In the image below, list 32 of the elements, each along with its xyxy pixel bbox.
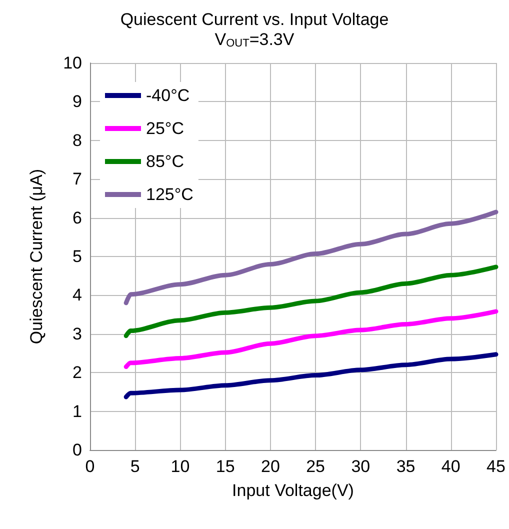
- x-tick-label: 45: [486, 457, 506, 476]
- y-tick-label: 8: [72, 130, 82, 150]
- x-tick-label: 5: [130, 457, 140, 476]
- legend-label: 25°C: [146, 119, 184, 138]
- x-tick-label: 40: [441, 457, 460, 476]
- y-axis-title: Quiescent Current (μA): [27, 168, 46, 344]
- y-tick-label: 0: [72, 440, 82, 460]
- x-tick-label: 35: [396, 457, 416, 476]
- y-tick-label: 7: [72, 170, 82, 189]
- x-tick-label: 0: [85, 457, 95, 476]
- x-tick-label: 10: [170, 457, 190, 476]
- y-tick-label: 3: [72, 324, 82, 344]
- chart-title: Quiescent Current vs. Input Voltage: [120, 10, 389, 29]
- x-tick-label: 30: [351, 457, 370, 476]
- x-tick-label: 25: [306, 457, 326, 476]
- x-axis-title: Input Voltage(V): [232, 481, 354, 500]
- y-tick-label: 9: [72, 92, 82, 112]
- line-series: [124, 210, 498, 306]
- line-series: [124, 264, 498, 338]
- x-tick-label: 20: [260, 457, 280, 476]
- x-tick-label: 15: [216, 457, 235, 476]
- line-series: [124, 352, 498, 400]
- legend-label: -40°C: [146, 86, 190, 105]
- y-tick-label: 5: [72, 247, 82, 266]
- legend-label: 85°C: [146, 152, 184, 171]
- y-tick-label: 2: [72, 363, 82, 382]
- y-tick-label: 10: [63, 54, 82, 72]
- y-tick-label: 4: [72, 286, 82, 305]
- y-tick-label: 1: [72, 402, 82, 421]
- y-tick-label: 6: [72, 208, 82, 228]
- legend-label: 125°C: [146, 185, 194, 204]
- line-series: [124, 309, 498, 370]
